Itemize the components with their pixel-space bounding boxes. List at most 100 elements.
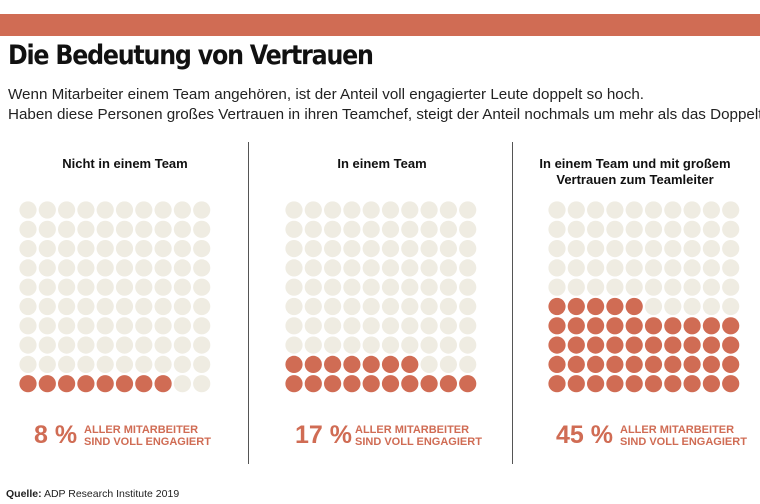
- waffle-dot-empty: [625, 220, 643, 238]
- waffle-dot-empty: [304, 336, 322, 354]
- waffle-dot-empty: [77, 297, 95, 316]
- waffle-dot-empty: [285, 336, 303, 354]
- waffle-dot-empty: [38, 317, 56, 335]
- panel-title-line-2: Vertrauen zum Teamleiter: [556, 172, 714, 187]
- waffle-dot-empty: [19, 336, 37, 354]
- waffle-dot-filled: [548, 297, 566, 316]
- waffle-dot-empty: [193, 317, 211, 335]
- waffle-dot-empty: [58, 201, 76, 219]
- waffle-dot-empty: [644, 278, 663, 296]
- waffle-dot-empty: [343, 336, 361, 354]
- waffle-dot-filled: [664, 317, 682, 335]
- waffle-dot-empty: [702, 240, 720, 258]
- stat-label-line-2: SIND VOLL ENGAGIERT: [84, 436, 211, 448]
- waffle-dot-empty: [38, 240, 56, 258]
- waffle-dot-empty: [401, 201, 419, 219]
- waffle-dot-empty: [459, 336, 477, 354]
- waffle-dot-empty: [381, 220, 400, 238]
- waffle-dot-empty: [587, 259, 605, 277]
- waffle-dot-filled: [722, 375, 740, 393]
- waffle-dot-empty: [154, 220, 172, 238]
- waffle-dot-empty: [115, 278, 134, 296]
- waffle-dot-empty: [606, 220, 624, 238]
- waffle-dot-empty: [173, 317, 191, 335]
- panel-title: In einem Team und mit großem Vertrauen z…: [510, 156, 760, 188]
- waffle-dot-empty: [567, 278, 585, 296]
- waffle-dot-empty: [439, 355, 457, 373]
- waffle-dot-empty: [401, 317, 419, 335]
- waffle-dot-empty: [702, 278, 720, 296]
- waffle-dot-empty: [644, 201, 663, 219]
- waffle-dot-empty: [381, 317, 400, 335]
- waffle-dot-filled: [644, 355, 663, 373]
- waffle-dot-empty: [154, 336, 172, 354]
- waffle-dot-filled: [38, 375, 56, 393]
- waffle-dot-empty: [154, 259, 172, 277]
- waffle-dot-empty: [193, 240, 211, 258]
- waffle-dot-empty: [664, 278, 682, 296]
- waffle-dot-empty: [285, 317, 303, 335]
- waffle-dot-empty: [58, 317, 76, 335]
- waffle-dot-empty: [77, 201, 95, 219]
- waffle-dot-empty: [625, 259, 643, 277]
- source-note: Quelle: ADP Research Institute 2019: [6, 488, 179, 500]
- waffle-dot-empty: [154, 240, 172, 258]
- panel-title: Nicht in einem Team: [0, 156, 250, 172]
- waffle-dot-empty: [381, 201, 400, 219]
- waffle-dot-empty: [567, 259, 585, 277]
- waffle-dot-empty: [625, 201, 643, 219]
- waffle-dot-empty: [77, 355, 95, 373]
- waffle-dot-empty: [173, 355, 191, 373]
- waffle-dot-empty: [420, 201, 438, 219]
- waffle-dot-empty: [115, 355, 134, 373]
- waffle-dot-empty: [58, 278, 76, 296]
- waffle-dot-empty: [343, 201, 361, 219]
- waffle-dot-empty: [362, 336, 380, 354]
- waffle-dot-empty: [702, 297, 720, 316]
- waffle-dot-empty: [154, 278, 172, 296]
- waffle-dot-empty: [38, 259, 56, 277]
- waffle-dot-filled: [381, 375, 400, 393]
- waffle-dot-filled: [96, 375, 114, 393]
- waffle-dot-empty: [19, 259, 37, 277]
- waffle-dot-empty: [154, 297, 172, 316]
- waffle-dot-empty: [722, 297, 740, 316]
- waffle-dot-empty: [58, 240, 76, 258]
- waffle-dot-filled: [548, 317, 566, 335]
- waffle-dot-empty: [324, 220, 342, 238]
- waffle-dot-filled: [587, 336, 605, 354]
- waffle-dot-filled: [606, 317, 624, 335]
- waffle-dot-filled: [115, 375, 134, 393]
- waffle-dot-filled: [587, 297, 605, 316]
- waffle-dot-empty: [362, 220, 380, 238]
- waffle-dot-empty: [193, 201, 211, 219]
- waffle-dot-empty: [96, 297, 114, 316]
- waffle-dot-empty: [722, 220, 740, 238]
- waffle-dot-empty: [401, 240, 419, 258]
- waffle-dot-empty: [154, 201, 172, 219]
- waffle-dot-empty: [362, 201, 380, 219]
- waffle-dot-empty: [324, 259, 342, 277]
- waffle-dot-empty: [135, 201, 153, 219]
- waffle-dot-empty: [115, 240, 134, 258]
- waffle-dot-empty: [420, 220, 438, 238]
- waffle-dot-empty: [173, 259, 191, 277]
- waffle-dot-empty: [135, 220, 153, 238]
- waffle-dot-filled: [644, 336, 663, 354]
- waffle-dot-empty: [401, 278, 419, 296]
- waffle-dot-empty: [193, 220, 211, 238]
- panel-divider-2: [512, 142, 513, 464]
- waffle-dot-empty: [115, 336, 134, 354]
- waffle-dot-empty: [19, 201, 37, 219]
- waffle-dot-empty: [343, 297, 361, 316]
- waffle-dot-empty: [664, 240, 682, 258]
- waffle-dot-empty: [304, 240, 322, 258]
- waffle-dot-empty: [135, 278, 153, 296]
- waffle-dot-empty: [193, 297, 211, 316]
- waffle-dot-empty: [19, 297, 37, 316]
- waffle-dot-empty: [381, 297, 400, 316]
- waffle-dot-empty: [96, 201, 114, 219]
- waffle-dot-filled: [606, 297, 624, 316]
- waffle-dot-filled: [625, 317, 643, 335]
- waffle-dot-empty: [58, 297, 76, 316]
